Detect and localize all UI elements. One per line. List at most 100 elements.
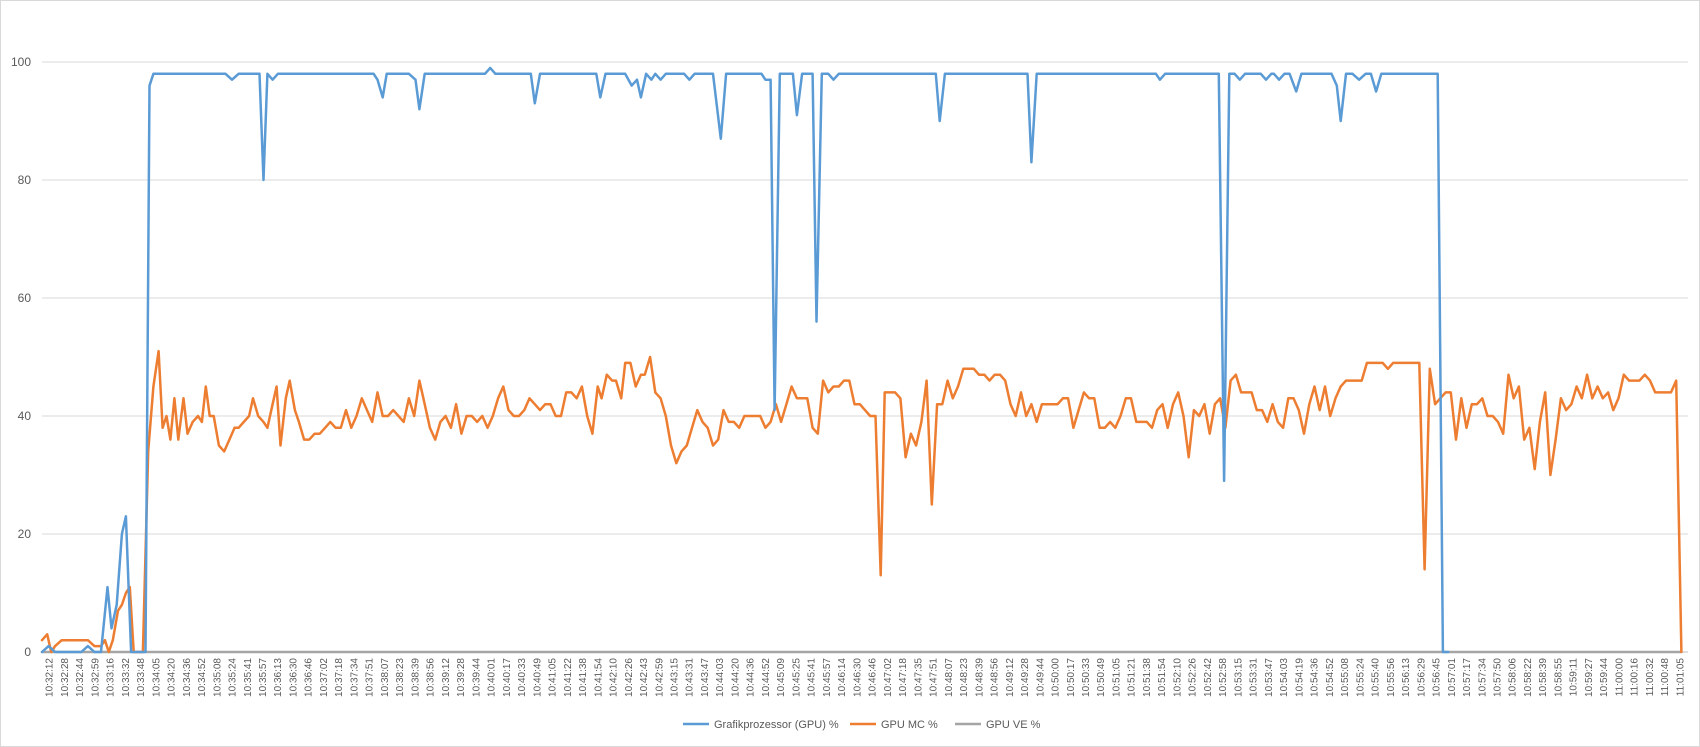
x-tick-label: 10:39:28 xyxy=(456,658,467,697)
x-tick-label: 10:42:59 xyxy=(654,658,665,697)
x-tick-label: 10:34:36 xyxy=(182,658,193,697)
x-tick-label: 10:51:21 xyxy=(1127,658,1138,697)
x-tick-label: 10:39:44 xyxy=(471,658,482,697)
x-tick-label: 10:40:17 xyxy=(502,658,513,697)
x-tick-label: 10:47:51 xyxy=(929,658,940,697)
x-tick-label: 10:59:11 xyxy=(1569,658,1580,697)
x-tick-label: 10:43:47 xyxy=(700,658,711,697)
x-tick-label: 10:53:15 xyxy=(1233,658,1244,697)
x-tick-label: 10:48:39 xyxy=(974,658,985,697)
x-tick-label: 11:00:16 xyxy=(1630,658,1641,697)
x-tick-label: 10:41:38 xyxy=(578,658,589,697)
x-tick-label: 10:33:32 xyxy=(121,658,132,697)
x-tick-label: 10:49:44 xyxy=(1035,658,1046,697)
x-tick-label: 10:55:08 xyxy=(1340,658,1351,697)
x-tick-label: 10:38:39 xyxy=(410,658,421,697)
x-tick-label: 10:57:34 xyxy=(1477,658,1488,697)
x-tick-label: 10:36:30 xyxy=(288,658,299,697)
x-tick-label: 10:58:22 xyxy=(1523,658,1534,697)
x-tick-label: 10:53:47 xyxy=(1264,658,1275,697)
x-tick-label: 10:58:55 xyxy=(1553,658,1564,697)
x-tick-label: 10:54:36 xyxy=(1310,658,1321,697)
x-tick-label: 10:45:25 xyxy=(791,658,802,697)
y-tick-label: 20 xyxy=(18,527,32,541)
y-tick-label: 100 xyxy=(11,55,31,69)
x-tick-label: 10:46:30 xyxy=(852,658,863,697)
x-tick-label: 10:52:58 xyxy=(1218,658,1229,697)
x-tick-label: 10:56:29 xyxy=(1416,658,1427,697)
x-tick-label: 10:47:35 xyxy=(913,658,924,697)
x-tick-label: 10:32:59 xyxy=(90,658,101,697)
x-tick-label: 10:36:13 xyxy=(273,658,284,697)
x-tick-label: 10:46:46 xyxy=(868,658,879,697)
x-tick-label: 10:35:24 xyxy=(228,658,239,697)
x-tick-label: 10:50:00 xyxy=(1051,658,1062,697)
x-tick-label: 10:51:54 xyxy=(1157,658,1168,697)
x-tick-label: 11:00:48 xyxy=(1660,658,1671,697)
x-tick-label: 10:55:56 xyxy=(1386,658,1397,697)
x-tick-label: 10:42:43 xyxy=(639,658,650,697)
x-tick-label: 10:34:05 xyxy=(151,658,162,697)
x-tick-label: 10:44:36 xyxy=(746,658,757,697)
x-tick-label: 10:35:57 xyxy=(258,658,269,697)
legend-label: Grafikprozessor (GPU) % xyxy=(714,719,839,731)
y-tick-label: 60 xyxy=(18,291,32,305)
x-tick-label: 10:51:38 xyxy=(1142,658,1153,697)
x-tick-label: 10:43:31 xyxy=(685,658,696,697)
series-line-0 xyxy=(40,66,1450,654)
x-tick-label: 10:34:52 xyxy=(197,658,208,697)
x-tick-label: 10:32:12 xyxy=(45,658,56,697)
x-tick-label: 10:54:19 xyxy=(1294,658,1305,697)
x-tick-label: 10:59:27 xyxy=(1584,658,1595,697)
x-tick-label: 10:37:02 xyxy=(319,658,330,697)
x-tick-label: 10:57:50 xyxy=(1492,658,1503,697)
series-line-1 xyxy=(40,349,1683,654)
x-tick-label: 10:40:49 xyxy=(532,658,543,697)
x-tick-label: 10:42:10 xyxy=(609,658,620,697)
x-tick-label: 10:52:42 xyxy=(1203,658,1214,697)
x-tick-label: 10:33:48 xyxy=(136,658,147,697)
y-axis-ticks: 0 20 40 60 80 100 xyxy=(11,55,31,659)
x-tick-label: 10:39:12 xyxy=(441,658,452,697)
x-tick-label: 10:49:12 xyxy=(1005,658,1016,697)
x-tick-label: 10:38:56 xyxy=(426,658,437,697)
x-tick-label: 10:48:07 xyxy=(944,658,955,697)
legend-label: GPU VE % xyxy=(986,719,1041,731)
x-tick-label: 10:44:52 xyxy=(761,658,772,697)
x-tick-label: 10:54:52 xyxy=(1325,658,1336,697)
x-tick-label: 10:53:31 xyxy=(1249,658,1260,697)
x-tick-label: 10:41:05 xyxy=(548,658,559,697)
x-tick-label: 10:48:56 xyxy=(990,658,1001,697)
x-tick-label: 10:45:41 xyxy=(807,658,818,697)
x-tick-label: 10:46:14 xyxy=(837,658,848,697)
x-tick-label: 10:59:44 xyxy=(1599,658,1610,697)
x-tick-label: 10:58:39 xyxy=(1538,658,1549,697)
x-tick-label: 10:56:13 xyxy=(1401,658,1412,697)
x-tick-label: 10:41:22 xyxy=(563,658,574,697)
x-tick-label: 10:45:57 xyxy=(822,658,833,697)
x-tick-label: 10:50:17 xyxy=(1066,658,1077,697)
x-tick-label: 10:47:02 xyxy=(883,658,894,697)
y-tick-label: 80 xyxy=(18,173,32,187)
x-tick-label: 10:57:01 xyxy=(1447,658,1458,697)
x-tick-label: 10:40:33 xyxy=(517,658,528,697)
x-tick-label: 10:52:10 xyxy=(1172,658,1183,697)
x-tick-label: 10:37:51 xyxy=(365,658,376,697)
x-tick-label: 10:52:26 xyxy=(1188,658,1199,697)
x-tick-label: 10:34:20 xyxy=(167,658,178,697)
y-tick-label: 0 xyxy=(24,645,31,659)
x-tick-label: 10:32:28 xyxy=(60,658,71,697)
y-tick-label: 40 xyxy=(18,409,32,423)
x-tick-label: 10:56:45 xyxy=(1432,658,1443,697)
x-tick-label: 11:00:32 xyxy=(1645,658,1656,697)
x-tick-label: 10:37:34 xyxy=(349,658,360,697)
x-tick-label: 10:43:15 xyxy=(669,658,680,697)
x-tick-label: 10:49:28 xyxy=(1020,658,1031,697)
x-tick-label: 10:51:05 xyxy=(1111,658,1122,697)
x-tick-label: 10:38:23 xyxy=(395,658,406,697)
series-lines xyxy=(40,66,1683,654)
x-tick-label: 10:35:08 xyxy=(212,658,223,697)
x-tick-label: 10:54:03 xyxy=(1279,658,1290,697)
